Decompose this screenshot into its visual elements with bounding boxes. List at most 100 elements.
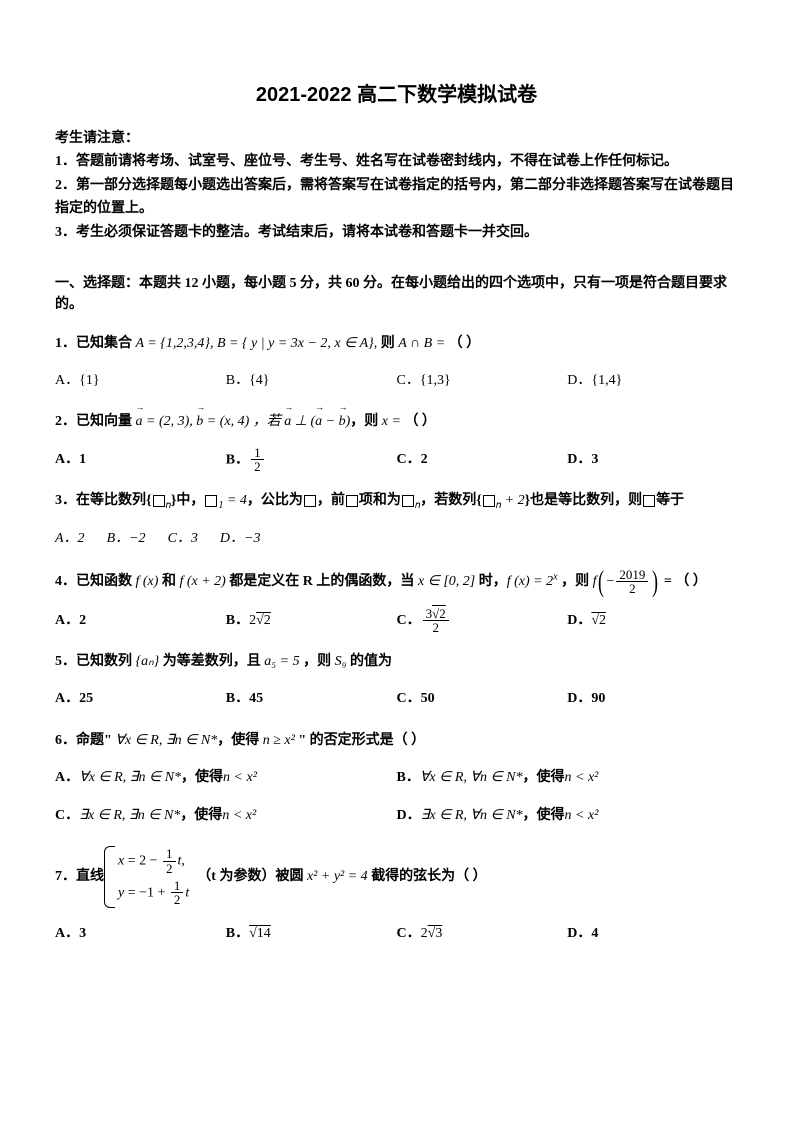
q4-opt-c: C．3√22 [397,607,568,635]
q5-stem: 5．已知数列 {aₙ} 为等差数列，且 a₅ = 5 ，则 S₉ 的值为 [55,649,738,676]
q3-opt-d: D．−3 [220,525,261,553]
q6-b-mid: ，使得 [523,765,565,792]
q4-opt-b: B．2√2 [226,607,397,635]
q6-ineq: n ≥ x² [263,733,295,748]
notice-item-3: 3．考生必须保证答题卡的整洁。考试结束后，请将本试卷和答题卡一并交回。 [55,222,738,244]
q5-pre: 5．已知数列 [55,654,136,669]
q2-opt-a: A．1 [55,446,226,474]
q7-c-pre: C． [397,921,421,948]
q5-tail: 的值为 [346,654,392,669]
q7-stem: 7．直线 x = 2 − 12t, y = −1 + 12t （t 为参数）被圆… [55,844,738,910]
q7-y-den: 2 [171,893,184,907]
q6-d-q: ∃x ∈ R, ∀n ∈ N* [421,803,523,830]
q7-c-val: 2√3 [421,921,443,948]
page-title: 2021-2022 高二下数学模拟试卷 [55,80,738,110]
q1-opt-c: C．{1,3} [397,367,568,395]
q6-c-mid: ，使得 [180,803,222,830]
q4-fden: 2 [616,582,648,596]
q6-tail: " 的否定形式是（ ） [295,733,425,748]
q2-d-text: D．3 [567,447,598,474]
q7-y-num: 1 [171,879,184,894]
q4-c-pre: C． [397,608,421,635]
q6-opt-c: C．∃x ∈ R, ∃n ∈ N*，使得 n < x² [55,802,397,830]
q1-c-text: C．{1,3} [397,368,451,395]
q4-mid: 都是定义在 R 上的偶函数，当 [226,574,418,589]
q4-def: f (x) = 2x [507,574,558,589]
q1-opt-b: B．{4} [226,367,397,395]
q7-opt-a: A．3 [55,920,226,948]
q7-opt-c: C．2√3 [397,920,568,948]
q7-tail: 截得的弦长为（ ） [368,869,487,884]
q4-options: A．2 B．2√2 C．3√22 D．√2 [55,607,738,635]
q3-opt-c: C．3 [168,525,198,553]
notice-item-2: 2．第一部分选择题每小题选出答案后，需将答案写在试卷指定的括号内，第二部分非选择… [55,175,738,220]
q3-options: A．2 B．−2 C．3 D．−3 [55,525,738,553]
q7-a-text: A．3 [55,921,86,948]
q2-pre: 2．已知向量 [55,414,136,429]
q5-b-text: B．45 [226,686,263,713]
q6-stem: 6．命题" ∀x ∈ R, ∃n ∈ N*，使得 n ≥ x² " 的否定形式是… [55,728,738,755]
q4-b-val: 2√2 [249,608,271,635]
q6-a-pre: A． [55,765,79,792]
q1-options: A．{1} B．{4} C．{1,3} D．{1,4} [55,367,738,395]
q7-b-val: √14 [249,921,271,948]
q5-an: {aₙ} [136,654,160,669]
q3-d-text: D．−3 [220,526,261,553]
q6-d-ineq: n < x² [565,803,599,830]
q1-inter: A ∩ B = [398,336,448,351]
q5-opt-a: A．25 [55,686,226,714]
q5-a-text: A．25 [55,686,93,713]
q6-c-pre: C． [55,803,79,830]
q7-c-r: 3 [435,926,442,941]
q5-opt-c: C．50 [397,686,568,714]
q6-d-pre: D． [397,803,421,830]
q7-system: x = 2 − 12t, y = −1 + 12t [104,844,189,910]
q6-options-1: A．∀x ∈ R, ∃n ∈ N*，使得 n < x² B．∀x ∈ R, ∀n… [55,764,738,792]
q2-b-text: B．12 [226,446,266,474]
q4-b-pre: B． [226,608,249,635]
q7-x-num: 1 [163,847,176,862]
q1-stem: 1．已知集合 A = {1,2,3,4}, B = { y | y = 3x −… [55,331,738,358]
q7-param-text: （t 为参数）被圆 [197,869,307,884]
q4-fx2: f (x + 2) [179,574,225,589]
q7-pre: 7．直线 [55,864,104,891]
q6-opt-d: D．∃x ∈ R, ∀n ∈ N*，使得 n < x² [397,802,739,830]
q6-a-q: ∀x ∈ R, ∃n ∈ N* [79,765,181,792]
q1-set: A = {1,2,3,4}, B = { y | y = 3x − 2, x ∈… [136,336,378,351]
q4-when: 时， [475,574,507,589]
q6-c-ineq: n < x² [222,803,256,830]
question-5: 5．已知数列 {aₙ} 为等差数列，且 a₅ = 5 ，则 S₉ 的值为 A．2… [55,649,738,714]
q2-b-den: 2 [251,460,264,474]
q4-fcall: f (−20192) [593,567,661,597]
section-1-header: 一、选择题：本题共 12 小题，每小题 5 分，共 60 分。在每小题给出的四个… [55,273,738,315]
q6-a-ineq: n < x² [223,765,257,792]
q3-c-text: C．3 [168,526,198,553]
q4-tail: = （ ） [660,574,706,589]
q4-cond: x ∈ [0, 2] [418,574,475,589]
q2-opt-d: D．3 [567,446,738,474]
q4-fx: f (x) [136,574,159,589]
q3-stem: 3．在等比数列{𝑛}中，1 = 4，公比为，前项和为𝑛，若数列{𝑛 + 2}也是… [55,488,738,515]
q5-c-text: C．50 [397,686,435,713]
notice-header: 考生请注意： [55,128,738,149]
question-4: 4．已知函数 f (x) 和 f (x + 2) 都是定义在 R 上的偶函数，当… [55,567,738,635]
q2-opt-c: C．2 [397,446,568,474]
q5-s9: S₉ [335,654,347,669]
q4-pre: 4．已知函数 [55,574,136,589]
q5-opt-b: B．45 [226,686,397,714]
q7-options: A．3 B．√14 C．2√3 D．4 [55,920,738,948]
q4-d-val: √2 [591,608,606,635]
q7-b-r: 14 [257,926,271,941]
q5-a5: a₅ = 5 [264,654,299,669]
q7-opt-d: D．4 [567,920,738,948]
q5-options: A．25 B．45 C．50 D．90 [55,686,738,714]
q4-opt-a: A．2 [55,607,226,635]
q4-def-base: f (x) = 2 [507,574,553,589]
question-3: 3．在等比数列{𝑛}中，1 = 4，公比为，前项和为𝑛，若数列{𝑛 + 2}也是… [55,488,738,553]
q1-opt-a: A．{1} [55,367,226,395]
q6-d-mid: ，使得 [523,803,565,830]
q4-c-num: 3√2 [423,607,449,622]
q7-c-coef: 2 [421,926,428,941]
q1-b-text: B．{4} [226,368,270,395]
q6-mid: ，使得 [217,733,263,748]
